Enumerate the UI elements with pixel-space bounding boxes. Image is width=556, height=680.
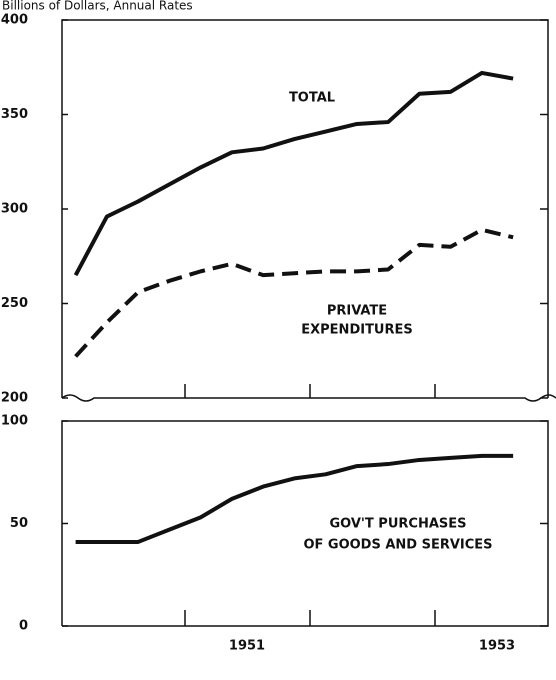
break-line: [61, 394, 556, 402]
y-tick-label: 250: [1, 296, 28, 311]
annotation: TOTAL: [289, 91, 335, 106]
panel-frame: [61, 420, 549, 627]
annotation: OF GOODS AND SERVICES: [303, 538, 492, 553]
x-ticks: [184, 384, 436, 626]
y-tick-label: 400: [1, 13, 28, 28]
y-tick-label: 350: [1, 107, 28, 122]
line: [75, 453, 514, 544]
x-tick-label: 1951: [229, 639, 265, 654]
annotation: PRIVATE: [327, 304, 387, 319]
chart-title: Billions of Dollars, Annual Rates: [2, 0, 193, 13]
y-tick-label: 300: [1, 202, 28, 217]
annotation: GOV'T PURCHASES: [330, 517, 467, 532]
line: [74, 227, 514, 358]
annotation: EXPENDITURES: [301, 323, 413, 338]
y-tick-label: 50: [10, 516, 28, 531]
y-tick-label: 0: [19, 619, 28, 634]
line: [73, 70, 514, 277]
y-tick-label: 100: [1, 414, 28, 429]
y-tick-label: 200: [1, 391, 28, 406]
x-tick-label: 1953: [479, 639, 515, 654]
